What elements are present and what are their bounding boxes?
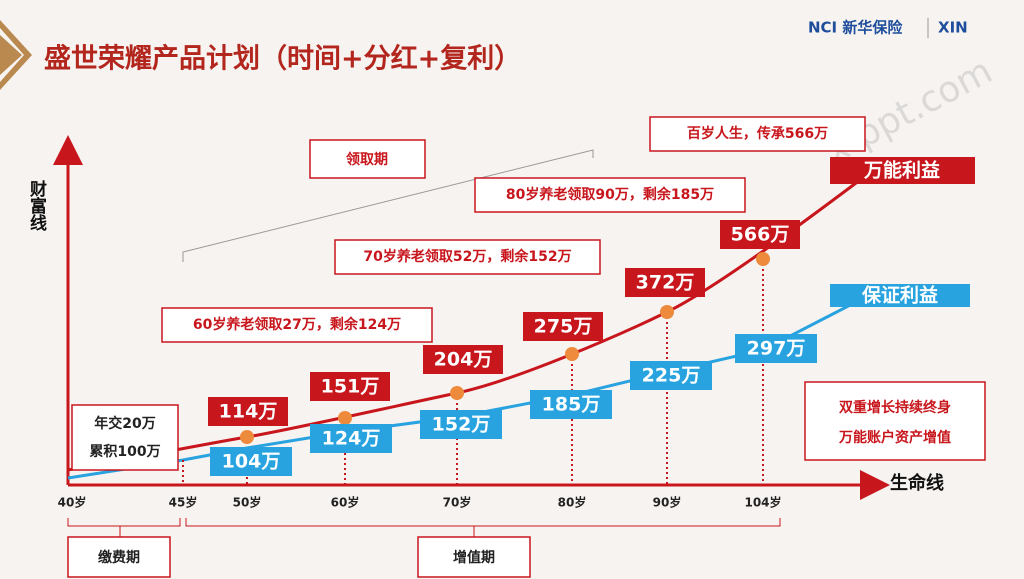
payment-note: 年交20万 [94, 415, 155, 432]
legend-upper [830, 157, 975, 184]
withdrawal-bracket [182, 149, 594, 262]
x-axis-label: 生命线 [890, 472, 944, 494]
upper-box [523, 312, 603, 341]
growth-box [417, 536, 531, 578]
upper-label: 372万 [636, 272, 695, 294]
legend-label: 万能利益 [863, 159, 940, 182]
legend-label: 保证利益 [861, 284, 938, 307]
y-axis-label: 财富线 [26, 179, 48, 232]
upper-box [625, 268, 705, 297]
lower-box [210, 447, 292, 476]
age-label: 45岁 [169, 495, 198, 510]
lower-box [630, 361, 712, 390]
payment-note: 累积100万 [89, 443, 160, 460]
withdrawal-label: 领取期 [346, 151, 388, 168]
note-box [161, 307, 433, 343]
title: 盛世荣耀产品计划（时间+分红+复利） [44, 43, 521, 75]
lower-box [310, 424, 392, 453]
brand: NCI 新华保险 [808, 19, 903, 37]
upper-label: 151万 [321, 376, 380, 398]
age-label: 60岁 [331, 495, 360, 510]
lower-label: 124万 [322, 428, 381, 450]
age-label: 80岁 [558, 495, 587, 510]
age-label: 104岁 [744, 495, 781, 510]
age-label: 90岁 [653, 495, 682, 510]
payment-box [67, 536, 171, 578]
growth-bracket [185, 518, 781, 537]
payment-label: 缴费期 [98, 549, 140, 566]
callout: 万能账户资产增值 [838, 429, 951, 446]
lower-label: 104万 [222, 451, 281, 473]
point [660, 305, 674, 319]
age-label: 50岁 [233, 495, 262, 510]
point [756, 252, 770, 266]
note: 60岁养老领取27万，剩余124万 [193, 316, 401, 333]
callout-box [804, 381, 986, 461]
note-box [334, 239, 601, 275]
lower-label: 185万 [542, 394, 601, 416]
note-box [474, 177, 746, 213]
callout: 双重增长持续终身 [839, 399, 951, 416]
age-label: 70岁 [443, 495, 472, 510]
lower-label: 152万 [432, 414, 491, 436]
age-label: 40岁 [58, 495, 87, 510]
decor [0, 20, 32, 90]
legend-lower [830, 284, 970, 307]
note-box [649, 116, 866, 152]
note: 70岁养老领取52万，剩余152万 [363, 248, 571, 265]
brand2: XIN [938, 19, 968, 37]
upper-box [720, 220, 800, 249]
upper-label: 275万 [534, 316, 593, 338]
point [240, 430, 254, 444]
growth-label: 增值期 [453, 549, 495, 566]
payment-bracket [67, 518, 181, 537]
payment-note-box [71, 404, 179, 471]
point [338, 411, 352, 425]
lower-label: 225万 [642, 365, 701, 387]
withdrawal-box [309, 139, 426, 179]
note: 80岁养老领取90万，剩余185万 [506, 186, 714, 203]
upper-box [423, 345, 503, 374]
upper-label: 566万 [731, 224, 790, 246]
lower-box [420, 410, 502, 439]
note: 百岁人生，传承566万 [687, 125, 828, 142]
lower-box [735, 334, 817, 363]
upper-box [310, 372, 390, 401]
upper-label: 204万 [434, 349, 493, 371]
point [565, 347, 579, 361]
upper-label: 114万 [219, 401, 278, 423]
lower-label: 297万 [747, 338, 806, 360]
upper-box [208, 397, 288, 426]
lower-box [530, 390, 612, 419]
point [450, 386, 464, 400]
